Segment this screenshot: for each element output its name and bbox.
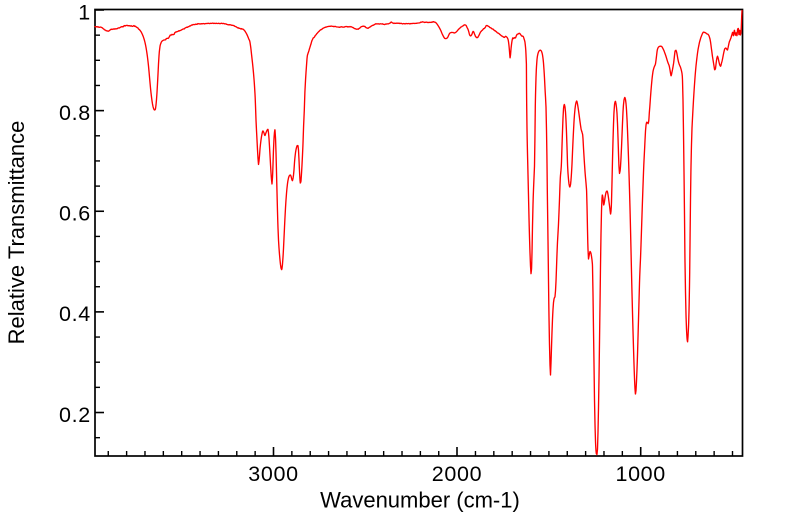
svg-text:Relative Transmittance: Relative Transmittance: [4, 121, 29, 345]
svg-text:0.2: 0.2: [59, 403, 91, 427]
svg-text:3000: 3000: [248, 462, 298, 486]
svg-text:0.6: 0.6: [59, 202, 91, 226]
svg-text:Wavenumber (cm-1): Wavenumber (cm-1): [320, 488, 520, 513]
svg-text:0.8: 0.8: [59, 101, 91, 125]
svg-text:1000: 1000: [615, 462, 665, 486]
svg-text:1: 1: [78, 0, 91, 24]
svg-text:2000: 2000: [432, 462, 482, 486]
svg-text:0.4: 0.4: [59, 302, 91, 326]
